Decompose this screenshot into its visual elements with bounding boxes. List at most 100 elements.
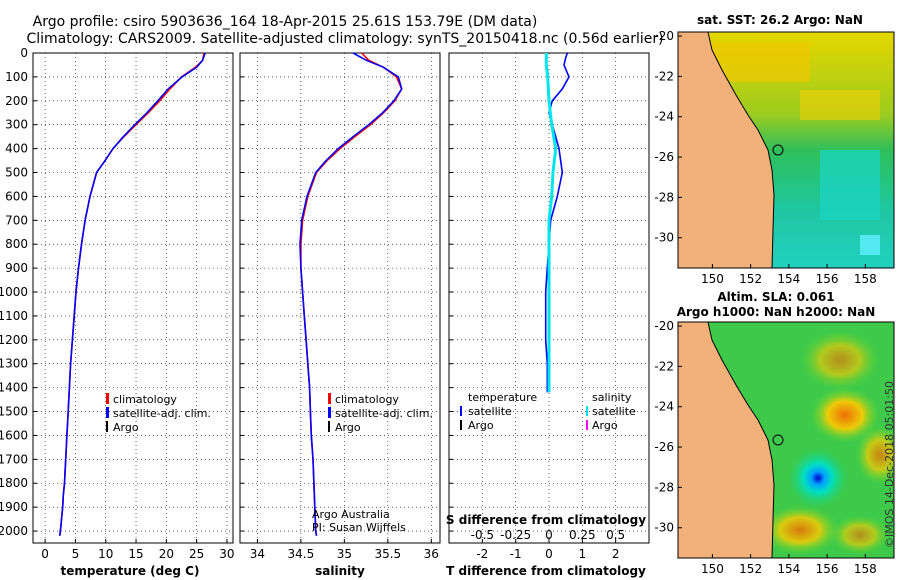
- series-line-temperature-satellite: [544, 52, 570, 393]
- top-x-tick-label: 0.5: [606, 528, 625, 542]
- argo-position-marker: [772, 144, 784, 156]
- depth-tick-label: 400: [5, 142, 28, 156]
- difference-x-ticks: -2 -1 0 1 2: [476, 539, 619, 561]
- sla-map: Altim. SLA: 0.061 Argo h1000: NaN h2000:…: [654, 290, 895, 576]
- depth-tick-label: 1500: [0, 405, 28, 419]
- x-tick-label: 0: [545, 547, 553, 561]
- legend-climatology-swatch: [106, 393, 109, 404]
- figure-title-line2: Climatology: CARS2009. Satellite-adjuste…: [26, 31, 663, 47]
- difference-xlabel: T difference from climatology: [446, 564, 646, 578]
- legend-temp-satellite-label: satellite: [468, 405, 512, 418]
- depth-axis-labels: 0 100 200 300 400 500 600 700 800 900 1000 1100 1200…: [0, 46, 28, 538]
- depth-tick-label: 500: [5, 166, 28, 180]
- sla-map-field: [678, 322, 894, 558]
- sla-map-title-line1: Altim. SLA: 0.061: [717, 290, 834, 304]
- legend-sal-argo-label: Argo: [592, 419, 618, 432]
- top-x-tick-label: -0.25: [500, 528, 531, 542]
- lat-tick-label: -30: [654, 521, 674, 535]
- depth-tick-label: 200: [5, 94, 28, 108]
- lon-tick-label: 154: [777, 562, 800, 576]
- lon-tick-label: 158: [854, 562, 877, 576]
- temperature-series: [58, 52, 206, 536]
- legend-satellite-label: satellite-adj. clim.: [113, 407, 211, 420]
- depth-tick-label: 600: [5, 189, 28, 203]
- lon-tick-label: 152: [739, 562, 762, 576]
- sla-map-land: [678, 322, 775, 558]
- legend-climatology-swatch: [328, 393, 331, 404]
- lon-tick-label: 158: [854, 272, 877, 286]
- temperature-panel: 0 5 10 15 20 25 30 temperature (deg C) climato…: [32, 52, 235, 578]
- legend-sal-argo-swatch: [586, 420, 588, 430]
- lon-tick-label: 150: [701, 562, 724, 576]
- x-tick-label: -1: [510, 547, 522, 561]
- salinity-x-ticks: 34 34.5 35 35.5 36: [250, 539, 439, 561]
- x-tick-label: -2: [476, 547, 488, 561]
- x-tick-label: 35.5: [374, 547, 401, 561]
- depth-tick-label: 1700: [0, 452, 28, 466]
- lat-tick-label: -26: [654, 150, 674, 164]
- lon-tick-label: 150: [701, 272, 724, 286]
- lat-tick-label: -24: [654, 110, 674, 124]
- x-tick-label: 0: [41, 547, 49, 561]
- credit-line1: Argo Australia: [312, 508, 390, 521]
- legend-argo-label: Argo: [335, 421, 361, 434]
- depth-tick-label: 2000: [0, 524, 28, 538]
- imos-timestamp: ©IMOS 14-Dec-2018 05:01:50: [883, 381, 896, 548]
- x-tick-label: 34: [250, 547, 265, 561]
- depth-tick-label: 1100: [0, 309, 28, 323]
- lat-tick-label: -26: [654, 440, 674, 454]
- legend-climatology-label: climatology: [113, 393, 177, 406]
- series-line-salinity-satellite: [544, 53, 558, 393]
- sst-map-title: sat. SST: 26.2 Argo: NaN: [697, 13, 863, 27]
- salinity-panel-frame: [239, 52, 441, 544]
- difference-panel: -2 -1 0 1 2 -0.5 -0.25 0 0.25 0.5 T difference f…: [446, 52, 650, 578]
- x-tick-label: 20: [159, 547, 174, 561]
- legend-argo-label: Argo: [113, 421, 139, 434]
- sst-map-lat-ticks: -20 -22 -24 -26 -28 -30: [654, 29, 682, 245]
- lat-tick-label: -20: [654, 319, 674, 333]
- depth-tick-label: 700: [5, 213, 28, 227]
- difference-xlabel-top: S difference from climatology: [446, 513, 646, 527]
- legend-climatology-label: climatology: [335, 393, 399, 406]
- x-tick-label: 10: [98, 547, 113, 561]
- depth-tick-label: 300: [5, 118, 28, 132]
- salinity-grid: [240, 52, 440, 543]
- lat-tick-label: -24: [654, 400, 674, 414]
- lon-tick-label: 152: [739, 272, 762, 286]
- legend-temp-satellite-swatch: [460, 406, 462, 416]
- lon-tick-label: 154: [777, 272, 800, 286]
- x-tick-label: 36: [424, 547, 439, 561]
- legend-satellite-swatch: [106, 407, 109, 418]
- lat-tick-label: -30: [654, 231, 674, 245]
- sla-map-lat-ticks: -20 -22 -24 -26 -28 -30: [654, 319, 682, 535]
- sst-map: sat. SST: 26.2 Argo: NaN: [654, 13, 895, 286]
- x-tick-label: 34.5: [288, 547, 315, 561]
- salinity-series: [299, 52, 403, 536]
- lat-tick-label: -28: [654, 190, 674, 204]
- temperature-legend: climatology satellite-adj. clim. Argo: [106, 393, 211, 434]
- x-tick-label: 1: [579, 547, 587, 561]
- x-tick-label: 5: [72, 547, 80, 561]
- temperature-xlabel: temperature (deg C): [61, 564, 200, 578]
- x-tick-label: 30: [219, 547, 234, 561]
- sst-map-frame: [677, 31, 895, 269]
- lat-tick-label: -28: [654, 480, 674, 494]
- legend-sal-satellite-swatch: [586, 406, 588, 416]
- legend-temp-argo-label: Argo: [468, 419, 494, 432]
- depth-tick-label: 1200: [0, 333, 28, 347]
- credit-line2: PI: Susan Wijffels: [312, 521, 406, 534]
- sst-map-field: [678, 32, 894, 268]
- depth-tick-label: 0: [20, 46, 28, 60]
- lat-tick-label: -22: [654, 69, 674, 83]
- x-tick-label: 25: [189, 547, 204, 561]
- sla-map-lon-ticks: 150 152 154 156 158: [701, 554, 877, 576]
- depth-tick-label: 100: [5, 70, 28, 84]
- x-tick-label: 2: [612, 547, 620, 561]
- sla-map-frame: [677, 321, 895, 559]
- series-line-satellite-adj-clim-: [299, 52, 403, 536]
- legend-satellite-label: satellite-adj. clim.: [335, 407, 433, 420]
- temperature-x-ticks: 0 5 10 15 20 25 30: [41, 539, 235, 561]
- sst-map-lon-ticks: 150 152 154 156 158: [701, 264, 877, 286]
- difference-legend: temperature salinity satellite Argo sate…: [460, 391, 636, 432]
